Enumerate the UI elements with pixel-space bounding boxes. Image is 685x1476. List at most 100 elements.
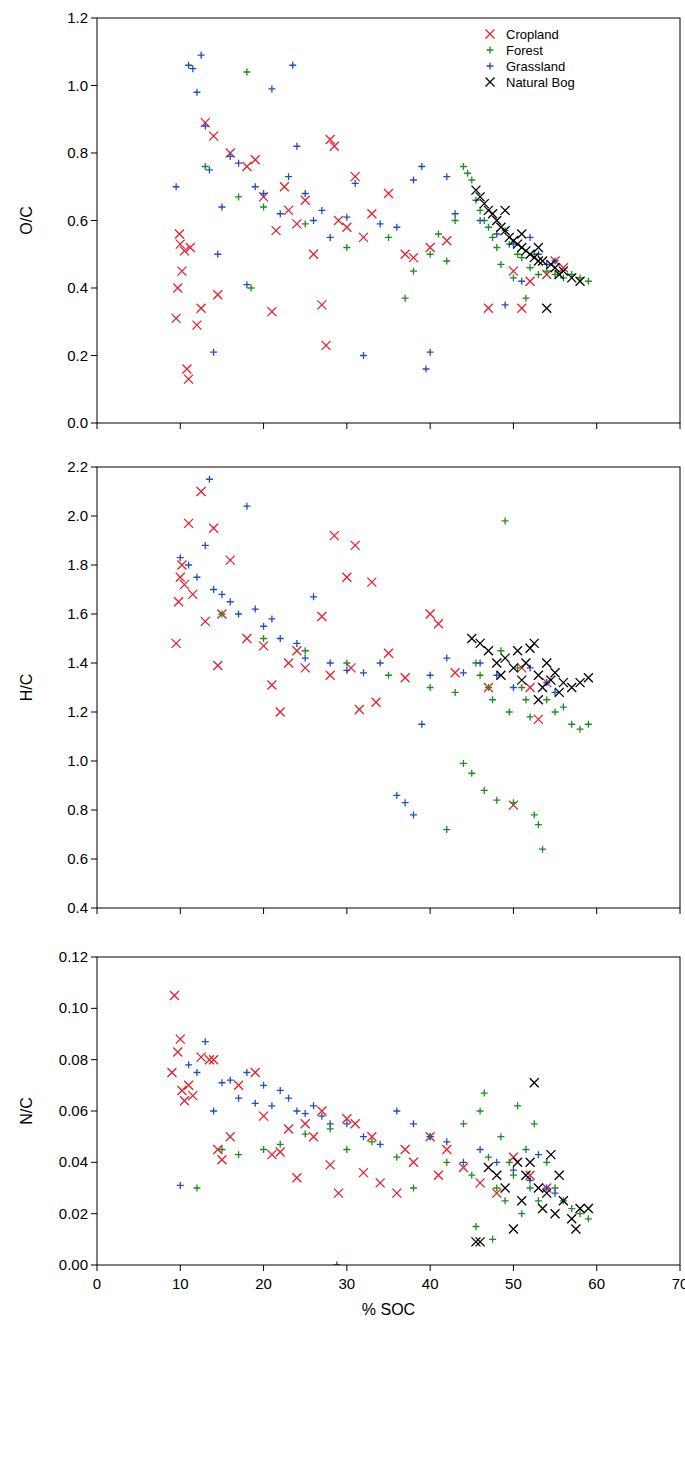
tick [91,288,97,289]
point [434,1171,443,1180]
point [385,234,392,241]
point [513,646,522,655]
point [535,1151,542,1158]
plot-area [172,476,593,853]
point [189,65,196,72]
point [243,69,250,76]
point [493,797,500,804]
point [426,243,435,252]
point [235,193,242,200]
point [214,251,221,258]
point [327,660,334,667]
point [496,671,505,680]
point [460,1120,467,1127]
tick [596,423,597,429]
point [377,660,384,667]
point [542,659,551,668]
point [218,1146,225,1153]
point [576,277,585,286]
point [302,1110,309,1117]
point [522,295,529,302]
point [234,1081,243,1090]
point [584,673,593,682]
axis-label: % SOC [362,1301,415,1318]
point [535,1197,542,1204]
point [209,524,218,533]
tick [513,423,514,429]
point [510,1167,517,1174]
point [260,1146,267,1153]
point [402,295,409,302]
frame [97,957,680,1265]
point [209,1055,218,1064]
point [342,223,351,232]
series [167,991,551,1198]
point [322,341,331,350]
point [177,1086,186,1095]
point [497,647,504,654]
point [367,209,376,218]
series [471,186,584,313]
tick [430,1265,431,1271]
point [334,216,343,225]
tick [91,1265,97,1266]
point [172,639,181,648]
point [526,277,535,286]
point [476,1237,485,1246]
point [251,1068,260,1077]
tick-label: 0 [93,1275,101,1292]
point [186,243,195,252]
tick [180,423,181,429]
point [401,673,410,682]
point [293,143,300,150]
point [517,230,526,239]
point [173,1047,182,1056]
point [492,1171,501,1180]
tick-label: 1.8 [67,556,88,573]
tick [97,423,98,429]
plot-area [172,52,592,384]
point [210,349,217,356]
point [443,1138,450,1145]
point [576,678,585,687]
point [252,606,259,613]
point [410,177,417,184]
point [170,991,179,1000]
point [317,300,326,309]
tick-label: 0.6 [67,850,88,867]
point [343,660,350,667]
point [427,1133,434,1140]
point [260,204,267,211]
tick [680,423,681,429]
point [351,1119,360,1128]
axis-label: O/C [18,206,35,234]
axis-label: H/C [18,674,35,702]
tick [91,1162,97,1163]
point [292,219,301,228]
point [201,617,210,626]
legend-label: Forest [506,43,543,58]
point [534,257,543,266]
tick-label: 0.2 [67,347,88,364]
point [509,1153,518,1162]
point [460,1159,467,1166]
tick [430,423,431,429]
tick [596,1265,597,1271]
point [352,180,359,187]
point [343,1120,350,1127]
point [513,1158,522,1167]
point [452,217,459,224]
point [242,162,251,171]
point [530,1078,539,1087]
point [260,623,267,630]
point [584,1204,593,1213]
point [327,1120,334,1127]
tick [91,355,97,356]
point [521,659,530,668]
point [489,696,496,703]
point [501,654,510,663]
tick [91,153,97,154]
point [343,1146,350,1153]
point [185,1061,192,1068]
point [443,826,450,833]
